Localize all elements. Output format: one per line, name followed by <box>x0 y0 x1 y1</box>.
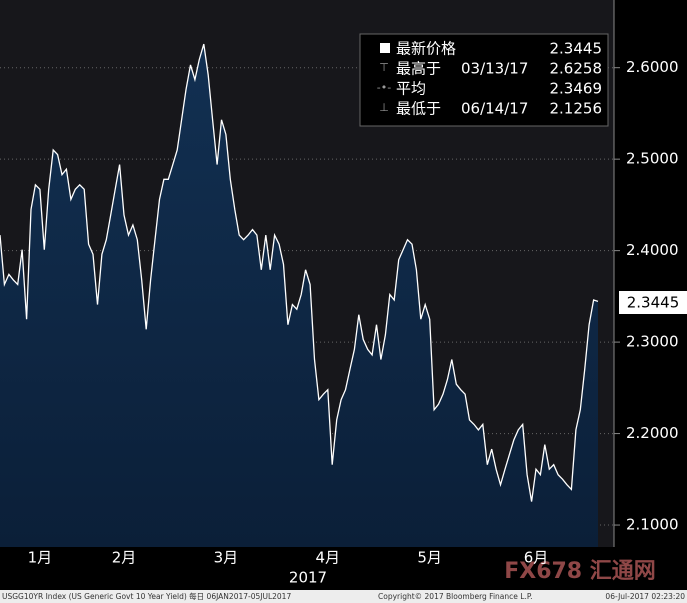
footer-right: 06-Jul-2017 02:23:20 <box>605 592 685 601</box>
legend-date: 06/14/17 <box>461 100 528 118</box>
x-tick-label: 5月 <box>417 549 442 567</box>
legend-icon: -•- <box>377 81 391 94</box>
legend-name: 最低于 <box>396 100 441 118</box>
legend-value: 2.6258 <box>550 60 603 78</box>
last-value-label: 2.3445 <box>627 294 680 312</box>
line <box>0 43 599 502</box>
legend: ⊤ -•- ⊥ <box>359 33 609 127</box>
x-axis-label: 2017 <box>289 569 327 587</box>
x-tick-label: 1月 <box>28 549 53 567</box>
y-tick-label: 2.2000 <box>626 424 679 442</box>
area <box>0 44 598 547</box>
legend-value: 2.3469 <box>550 80 603 98</box>
legend-icon: ⊥ <box>379 101 389 114</box>
plot <box>0 43 614 547</box>
legend-date: 03/13/17 <box>461 60 528 78</box>
x-tick-label: 2月 <box>112 549 137 567</box>
x-tick-label: 4月 <box>316 549 341 567</box>
last-value-box <box>619 291 687 314</box>
y-tick-label: 2.4000 <box>626 241 679 259</box>
footer-left: USGG10YR Index (US Generic Govt 10 Year … <box>2 591 291 601</box>
legend-name: 最高于 <box>396 60 441 78</box>
legend-box <box>359 33 609 127</box>
legend-value: 2.3445 <box>550 40 603 58</box>
y-tick-label: 2.3000 <box>626 333 679 351</box>
footer-bg <box>0 590 687 603</box>
footer-middle: Copyright© 2017 Bloomberg Finance L.P. <box>378 592 533 601</box>
y-tick-label: 2.6000 <box>626 58 679 76</box>
y-tick-label: 2.1000 <box>626 516 679 534</box>
legend-name: 最新价格 <box>396 40 456 58</box>
x-tick-label: 3月 <box>214 549 239 567</box>
y-tick-label: 2.5000 <box>626 150 679 168</box>
watermark: FX678 汇通网 <box>504 559 656 584</box>
legend-name: 平均 <box>396 80 426 98</box>
x-tick-label: 6月 <box>524 549 549 567</box>
legend-icon: ⊤ <box>379 61 389 74</box>
legend-value: 2.1256 <box>550 100 603 118</box>
legend-icon <box>380 43 390 53</box>
